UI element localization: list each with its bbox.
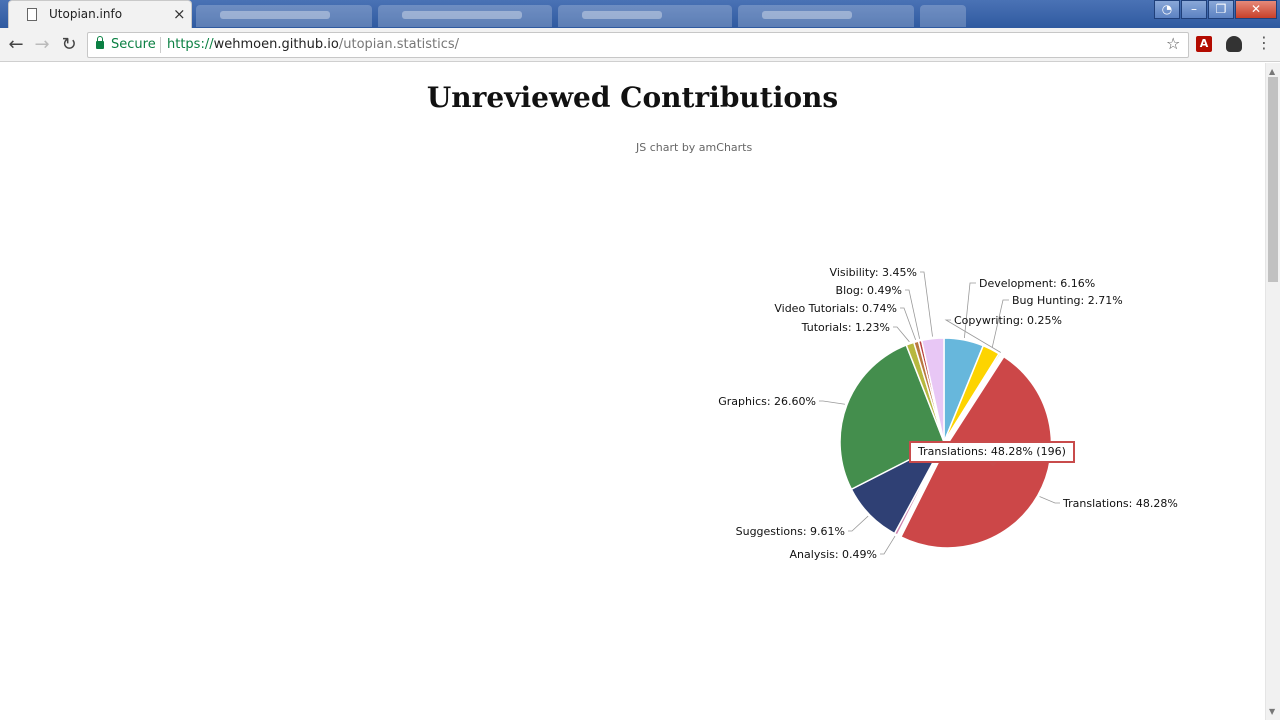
secure-label: Secure bbox=[111, 37, 156, 52]
lock-icon bbox=[96, 36, 104, 49]
tooltip-arrow bbox=[988, 462, 998, 467]
reload-icon[interactable]: ↻ bbox=[61, 34, 77, 55]
pdf-extension-icon[interactable]: A bbox=[1196, 36, 1212, 52]
page-icon bbox=[27, 8, 37, 21]
tab-close-icon[interactable]: × bbox=[173, 5, 186, 23]
bookmark-star-icon[interactable]: ☆ bbox=[1166, 34, 1181, 53]
url-path: /utopian.statistics/ bbox=[338, 37, 460, 52]
url-host: wehmoen.github.io bbox=[213, 37, 339, 52]
menu-icon[interactable]: ⋮ bbox=[1256, 33, 1272, 52]
chart-tooltip: Translations: 48.28% (196) bbox=[909, 441, 1075, 463]
background-tab[interactable] bbox=[378, 5, 552, 27]
address-separator bbox=[160, 37, 161, 53]
tab-utopian[interactable]: Utopian.info × bbox=[8, 0, 192, 28]
scroll-up-icon[interactable]: ▲ bbox=[1269, 67, 1276, 76]
browser-toolbar: ← → ↻ Secure https://wehmoen.github.io/u… bbox=[0, 28, 1280, 62]
background-tab[interactable] bbox=[558, 5, 732, 27]
vertical-scrollbar[interactable]: ▲ ▼ bbox=[1265, 63, 1280, 720]
minimize-icon[interactable]: – bbox=[1181, 0, 1207, 19]
background-tab[interactable] bbox=[738, 5, 914, 27]
scrollbar-thumb[interactable] bbox=[1268, 77, 1278, 282]
address-bar[interactable]: Secure https://wehmoen.github.io/utopian… bbox=[87, 32, 1189, 58]
page-title: Unreviewed Contributions bbox=[426, 81, 839, 114]
back-icon[interactable]: ← bbox=[8, 34, 24, 55]
url-scheme: https:// bbox=[167, 37, 214, 52]
browser-titlebar: Utopian.info × ◔ – ❐ ✕ bbox=[0, 0, 1280, 28]
scroll-down-icon[interactable]: ▼ bbox=[1269, 707, 1276, 716]
incognito-extension-icon[interactable] bbox=[1226, 36, 1242, 52]
background-tab[interactable] bbox=[196, 5, 372, 27]
forward-icon[interactable]: → bbox=[34, 34, 50, 55]
url-text[interactable]: https://wehmoen.github.io/utopian.statis… bbox=[167, 37, 459, 52]
profile-icon[interactable]: ◔ bbox=[1154, 0, 1180, 19]
window-close-icon[interactable]: ✕ bbox=[1235, 0, 1277, 19]
tab-title: Utopian.info bbox=[49, 7, 123, 21]
new-tab-button[interactable] bbox=[920, 5, 966, 27]
page-viewport: Unreviewed Contributions JS chart by amC… bbox=[0, 63, 1265, 720]
restore-icon[interactable]: ❐ bbox=[1208, 0, 1234, 19]
amcharts-credit[interactable]: JS chart by amCharts bbox=[636, 141, 753, 154]
